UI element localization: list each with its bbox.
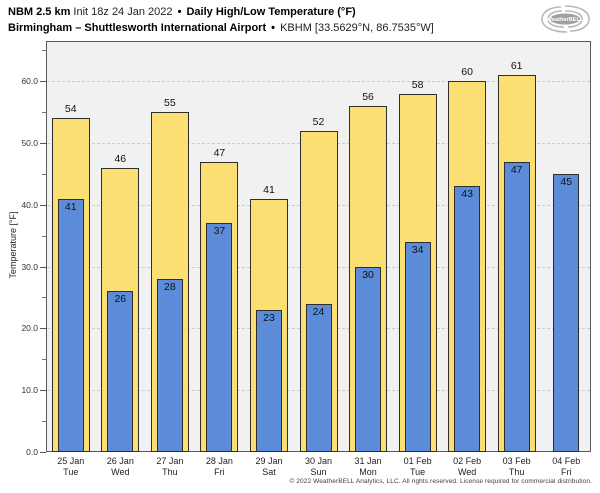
grid-line xyxy=(47,81,590,83)
x-tick-label: 26 Jan Wed xyxy=(106,456,134,477)
x-tick-label: 28 Jan Fri xyxy=(205,456,233,477)
low-value-label: 37 xyxy=(213,225,226,238)
low-value-label: 26 xyxy=(114,293,127,306)
low-bar xyxy=(156,278,183,452)
y-minor-tick xyxy=(42,359,46,361)
y-minor-tick xyxy=(42,421,46,423)
high-value-label: 55 xyxy=(164,97,176,110)
low-bar xyxy=(255,309,282,452)
high-value-label: 54 xyxy=(64,103,77,116)
low-bar xyxy=(305,303,332,452)
x-tick-label: 04 Feb Fri xyxy=(552,456,581,477)
y-tick-label: 20.0 xyxy=(21,323,38,334)
y-tick-label: 60.0 xyxy=(21,76,38,87)
chart-header: NBM 2.5 km Init 18z 24 Jan 2022 • Daily … xyxy=(8,4,434,36)
high-value-label: 60 xyxy=(461,66,473,79)
y-tick-label: 30.0 xyxy=(21,261,38,272)
bullet-separator: • xyxy=(177,6,182,18)
low-value-label: 45 xyxy=(560,175,573,188)
low-bar xyxy=(404,241,431,452)
y-tick-label: 0.0 xyxy=(26,447,38,457)
y-axis-title: Temperature [°F] xyxy=(8,211,18,279)
low-bar xyxy=(355,266,382,452)
bullet-separator: • xyxy=(271,22,276,34)
low-value-label: 41 xyxy=(64,200,77,213)
y-major-tick xyxy=(40,142,46,144)
y-tick-label: 10.0 xyxy=(21,385,38,396)
x-tick-label: 30 Jan Sun xyxy=(304,456,333,477)
low-bar xyxy=(454,186,481,452)
low-bar xyxy=(107,291,134,452)
low-bar xyxy=(206,223,233,452)
low-bar xyxy=(553,173,580,452)
low-value-label: 30 xyxy=(362,268,374,281)
low-value-label: 23 xyxy=(263,311,275,324)
high-value-label: 56 xyxy=(362,90,374,103)
x-tick-label: 29 Jan Sat xyxy=(255,456,283,477)
high-value-label: 52 xyxy=(312,115,325,128)
low-value-label: 47 xyxy=(510,163,523,176)
y-major-tick xyxy=(40,452,46,453)
y-major-tick xyxy=(40,390,46,392)
low-value-label: 28 xyxy=(164,280,176,293)
x-tick-label: 25 Jan Tue xyxy=(57,456,85,477)
location-title: Birmingham – Shuttlesworth International… xyxy=(8,22,267,34)
high-value-label: 46 xyxy=(114,152,127,165)
y-minor-tick xyxy=(42,235,46,237)
x-tick-label: 31 Jan Mon xyxy=(354,456,382,477)
header-line-2: Birmingham – Shuttlesworth International… xyxy=(8,20,434,36)
high-value-label: 58 xyxy=(411,78,424,91)
model-name: NBM 2.5 km xyxy=(8,6,71,18)
high-value-label: 47 xyxy=(213,146,226,159)
y-tick-label: 40.0 xyxy=(21,199,38,210)
y-major-tick xyxy=(40,81,46,83)
high-value-label: 61 xyxy=(510,59,523,72)
low-value-label: 43 xyxy=(461,188,473,201)
header-line-1: NBM 2.5 km Init 18z 24 Jan 2022 • Daily … xyxy=(8,4,434,20)
y-major-tick xyxy=(40,328,46,330)
init-time: Init 18z 24 Jan 2022 xyxy=(73,6,173,18)
high-value-label: 41 xyxy=(263,183,275,196)
low-bar xyxy=(503,161,530,452)
y-minor-tick xyxy=(42,50,46,52)
y-minor-tick xyxy=(42,173,46,175)
low-value-label: 34 xyxy=(411,243,424,256)
y-minor-tick xyxy=(42,112,46,114)
y-tick-label: 50.0 xyxy=(21,137,38,148)
y-major-tick xyxy=(40,266,46,268)
copyright-footer: © 2022 WeatherBELL Analytics, LLC. All r… xyxy=(289,478,592,485)
x-tick-label: 01 Feb Tue xyxy=(403,456,432,477)
low-value-label: 24 xyxy=(312,305,325,318)
y-major-tick xyxy=(40,204,46,206)
x-tick-label: 27 Jan Thu xyxy=(156,456,184,477)
x-tick-label: 03 Feb Thu xyxy=(502,456,531,477)
product-title: Daily High/Low Temperature (°F) xyxy=(186,6,356,18)
y-minor-tick xyxy=(42,297,46,299)
station-id: KBHM [33.5629°N, 86.7535°W] xyxy=(280,22,434,34)
weatherbell-logo: WeatherBELL xyxy=(541,5,590,33)
x-tick-label: 02 Feb Wed xyxy=(453,456,482,477)
low-bar xyxy=(57,198,84,452)
logo-text: WeatherBELL xyxy=(547,17,584,23)
